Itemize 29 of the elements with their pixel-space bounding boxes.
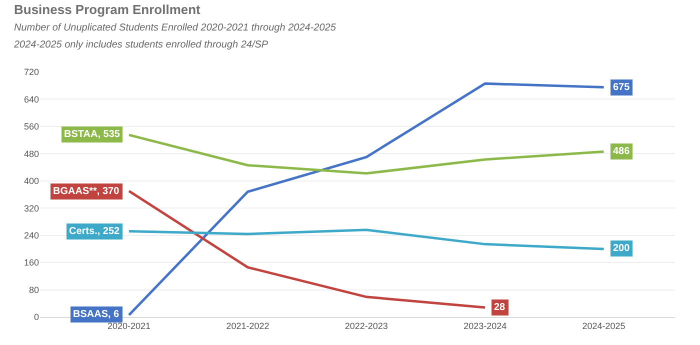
data-label: 200 (613, 243, 630, 254)
line-series (128, 228, 606, 250)
data-label: 486 (613, 146, 630, 157)
y-tick-label: 560 (24, 122, 39, 132)
data-label: BGAAS**, 370 (53, 186, 120, 197)
x-tick-label: 2024-2025 (582, 320, 626, 331)
y-tick-label: 480 (24, 148, 39, 159)
y-tick-label: 640 (24, 94, 39, 104)
y-tick-label: 400 (24, 176, 39, 186)
y-tick-label: 320 (24, 203, 39, 214)
data-label: Certs., 252 (69, 226, 120, 237)
x-tick-label: 2022-2023 (344, 320, 388, 331)
data-label: 675 (613, 82, 630, 93)
x-tick-label: 2021-2022 (226, 320, 270, 331)
line-series (128, 134, 606, 175)
chart-subtitle: Number of Unuplicated Students Enrolled 2020-2021 through 2024-2025 2024-2025 only includes students enrolled through 24/SP (13, 22, 336, 51)
x-tick-label: 2020-2021 (107, 320, 151, 331)
y-tick-label: 240 (24, 230, 39, 240)
y-tick-label: 160 (24, 258, 39, 268)
data-label: BSAAS, 6 (73, 309, 120, 320)
y-tick-label: 80 (28, 284, 39, 295)
x-tick-label: 2023-2024 (464, 320, 507, 331)
data-label: BSTAA, 535 (64, 129, 120, 140)
chart-title: Business Program Enrollment (14, 2, 202, 17)
line-series (128, 190, 486, 309)
y-tick-label: 720 (24, 67, 39, 78)
y-tick-label: 0 (34, 312, 39, 322)
data-label: 28 (494, 302, 506, 313)
line-series (128, 82, 606, 316)
